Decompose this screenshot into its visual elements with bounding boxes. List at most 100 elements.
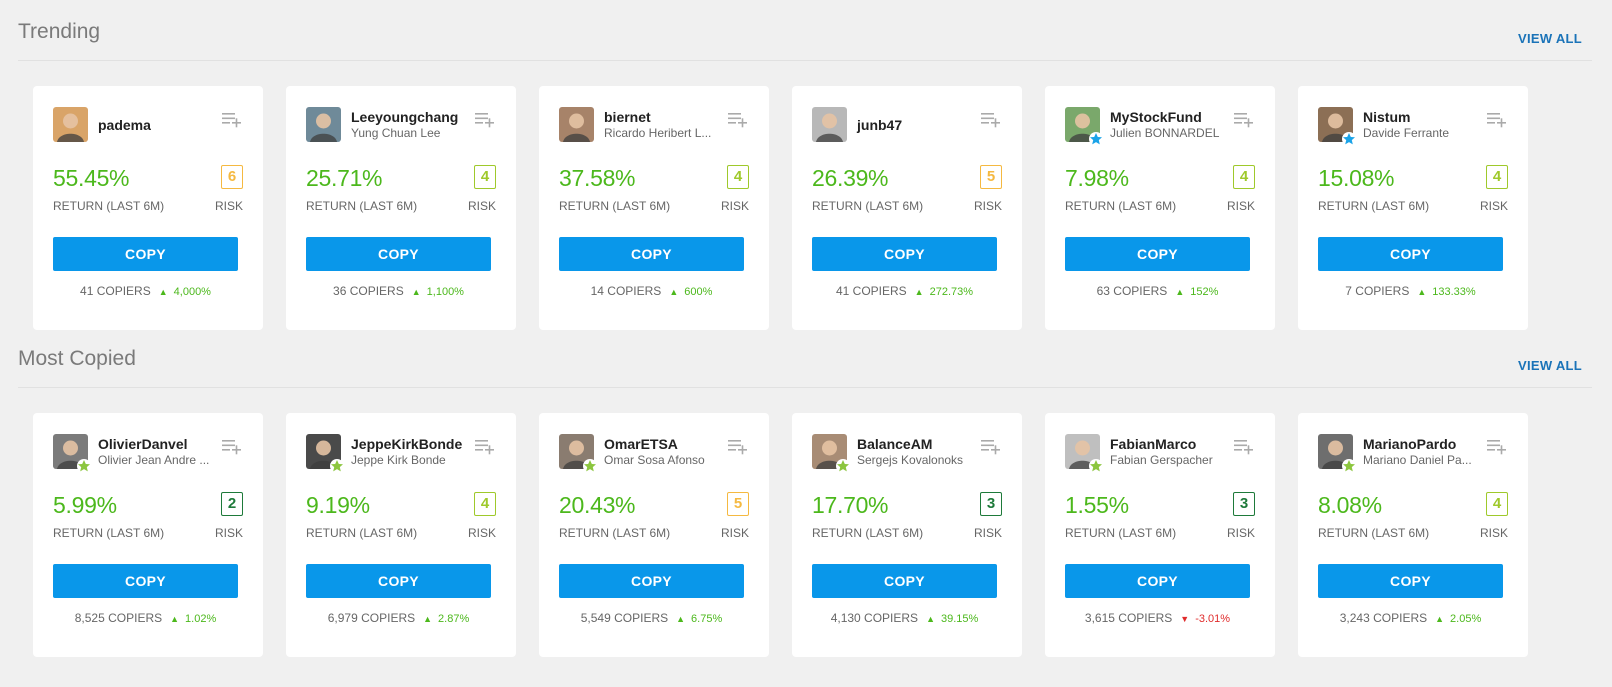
arrow-up-icon: ▲ (914, 287, 924, 297)
full-name: Sergejs Kovalonoks (857, 453, 964, 467)
trader-card[interactable]: MyStockFund Julien BONNARDEL 7.98% RETURN (… (1045, 86, 1275, 330)
copiers-count: 4,130 COPIERS (830, 611, 919, 625)
full-name: Julien BONNARDEL (1110, 126, 1220, 140)
return-value: 15.08% (1318, 165, 1395, 191)
copiers-stats: 63 COPIERS ▲ 152% (1045, 284, 1270, 298)
add-to-watchlist-icon[interactable] (221, 437, 243, 455)
copiers-count: 63 COPIERS (1096, 284, 1168, 298)
copiers-change: 152% (1190, 286, 1219, 298)
add-to-watchlist-icon[interactable] (727, 110, 749, 128)
username[interactable]: MarianoPardo (1363, 436, 1457, 452)
avatar[interactable] (53, 107, 88, 142)
copiers-change: 4,000% (173, 286, 211, 298)
username[interactable]: biernet (604, 109, 651, 125)
view-all-link[interactable]: VIEW ALL (1517, 31, 1582, 46)
username[interactable]: Leeyoungchang (351, 109, 459, 125)
green-star-badge-icon (1342, 459, 1356, 473)
section-title: Most Copied (18, 347, 136, 370)
copiers-change: 600% (684, 286, 713, 298)
avatar[interactable] (306, 434, 341, 469)
view-all-link[interactable]: VIEW ALL (1517, 358, 1582, 373)
username[interactable]: padema (98, 117, 151, 133)
full-name: Ricardo Heribert L... (604, 126, 712, 140)
full-name: Yung Chuan Lee (351, 126, 441, 140)
return-value: 5.99% (53, 492, 117, 518)
risk-score: 4 (1486, 492, 1508, 516)
return-label: RETURN (LAST 6M) (306, 526, 418, 540)
copy-button[interactable]: COPY (559, 564, 744, 598)
arrow-up-icon: ▲ (411, 287, 421, 297)
risk-score: 3 (980, 492, 1002, 516)
username[interactable]: Nistum (1363, 109, 1411, 125)
add-to-watchlist-icon[interactable] (1233, 110, 1255, 128)
copy-button[interactable]: COPY (1318, 237, 1503, 271)
copy-button[interactable]: COPY (1318, 564, 1503, 598)
green-star-badge-icon (330, 459, 344, 473)
trader-card[interactable]: FabianMarco Fabian Gerspacher 1.55% RETURN … (1045, 413, 1275, 657)
add-to-watchlist-icon[interactable] (474, 110, 496, 128)
trader-card[interactable]: padema 55.45% RETURN (LAST 6M) 6 RISK COPY 41 … (33, 86, 263, 330)
copy-button[interactable]: COPY (812, 564, 997, 598)
copy-button[interactable]: COPY (1065, 564, 1250, 598)
copy-button[interactable]: COPY (812, 237, 997, 271)
trader-card[interactable]: junb47 26.39% RETURN (LAST 6M) 5 RISK COPY 41 … (792, 86, 1022, 330)
trader-card[interactable]: OlivierDanvel Olivier Jean Andre ... 5.99%… (33, 413, 263, 657)
copiers-change: 1.02% (185, 613, 217, 625)
trader-card[interactable]: BalanceAM Sergejs Kovalonoks 17.70% RETURN … (792, 413, 1022, 657)
username[interactable]: MyStockFund (1110, 109, 1202, 125)
copy-button[interactable]: COPY (306, 237, 491, 271)
add-to-watchlist-icon[interactable] (727, 437, 749, 455)
trader-card[interactable]: Nistum Davide Ferrante 15.08% RETURN (LAST … (1298, 86, 1528, 330)
risk-score: 4 (474, 165, 496, 189)
username[interactable]: BalanceAM (857, 436, 933, 452)
avatar[interactable] (812, 107, 847, 142)
risk-label: RISK (1226, 199, 1255, 213)
username[interactable]: OmarETSA (604, 436, 678, 452)
return-label: RETURN (LAST 6M) (559, 526, 671, 540)
risk-score: 6 (221, 165, 243, 189)
green-star-badge-icon (1089, 459, 1103, 473)
return-label: RETURN (LAST 6M) (812, 526, 924, 540)
return-label: RETURN (LAST 6M) (559, 199, 671, 213)
trader-card[interactable]: MarianoPardo Mariano Daniel Pa... 8.08% RET… (1298, 413, 1528, 657)
return-value: 7.98% (1065, 165, 1129, 191)
risk-score: 4 (1233, 165, 1255, 189)
copiers-count: 3,243 COPIERS (1339, 611, 1428, 625)
add-to-watchlist-icon[interactable] (1486, 110, 1508, 128)
full-name: Fabian Gerspacher (1110, 453, 1213, 467)
add-to-watchlist-icon[interactable] (980, 437, 1002, 455)
arrow-up-icon: ▲ (1417, 287, 1427, 297)
copiers-stats: 3,243 COPIERS ▲ 2.05% (1298, 611, 1523, 625)
return-label: RETURN (LAST 6M) (1065, 526, 1177, 540)
username[interactable]: JeppeKirkBonde (351, 436, 463, 452)
add-to-watchlist-icon[interactable] (221, 110, 243, 128)
copy-button[interactable]: COPY (1065, 237, 1250, 271)
copy-button[interactable]: COPY (53, 564, 238, 598)
risk-label: RISK (214, 526, 243, 540)
copy-button[interactable]: COPY (306, 564, 491, 598)
copiers-change: 272.73% (929, 286, 974, 298)
risk-label: RISK (1479, 199, 1508, 213)
avatar[interactable] (306, 107, 341, 142)
username[interactable]: junb47 (857, 117, 903, 133)
risk-score: 5 (727, 492, 749, 516)
trader-card[interactable]: Leeyoungchang Yung Chuan Lee 25.71% RETURN … (286, 86, 516, 330)
add-to-watchlist-icon[interactable] (1486, 437, 1508, 455)
add-to-watchlist-icon[interactable] (474, 437, 496, 455)
full-name: Mariano Daniel Pa... (1363, 453, 1472, 467)
add-to-watchlist-icon[interactable] (1233, 437, 1255, 455)
username[interactable]: OlivierDanvel (98, 436, 188, 452)
avatar[interactable] (559, 107, 594, 142)
trader-card[interactable]: OmarETSA Omar Sosa Afonso 20.43% RETURN (LA… (539, 413, 769, 657)
trader-card[interactable]: JeppeKirkBonde Jeppe Kirk Bonde 9.19% RETUR… (286, 413, 516, 657)
risk-score: 4 (1486, 165, 1508, 189)
arrow-up-icon: ▲ (1435, 614, 1445, 624)
username[interactable]: FabianMarco (1110, 436, 1197, 452)
trader-card[interactable]: biernet Ricardo Heribert L... 37.58% RETURN… (539, 86, 769, 330)
arrow-up-icon: ▲ (1175, 287, 1185, 297)
copy-button[interactable]: COPY (53, 237, 238, 271)
copy-button[interactable]: COPY (559, 237, 744, 271)
full-name: Jeppe Kirk Bonde (351, 453, 446, 467)
add-to-watchlist-icon[interactable] (980, 110, 1002, 128)
copiers-stats: 41 COPIERS ▲ 4,000% (33, 284, 258, 298)
